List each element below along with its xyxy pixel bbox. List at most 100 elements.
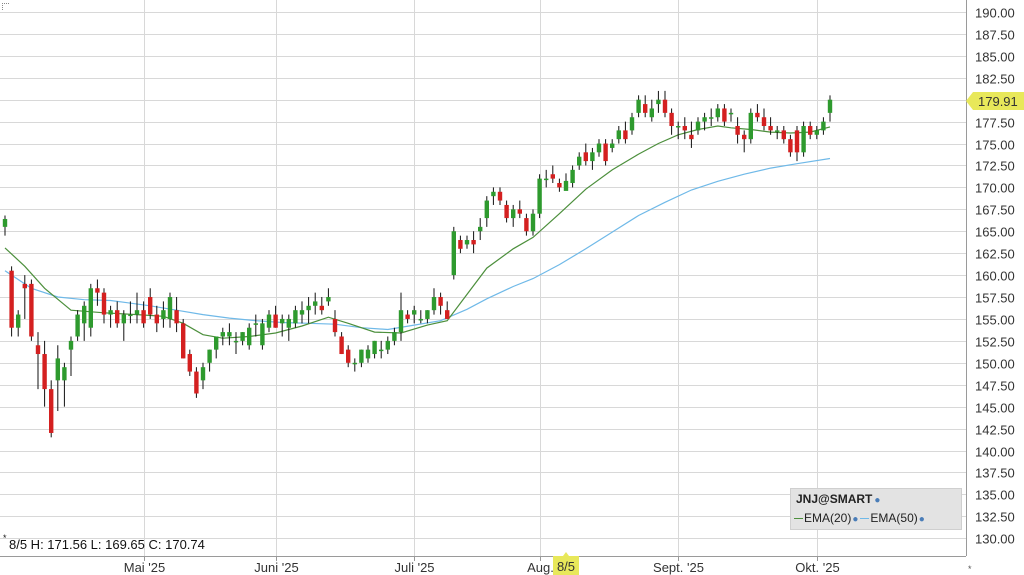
last-price-pointer (966, 92, 1024, 110)
candle-body (108, 310, 113, 315)
candle (610, 139, 615, 153)
candle (689, 121, 694, 148)
candle (827, 95, 833, 122)
y-tick-label: 140.00 (975, 445, 1015, 460)
y-tick-label: 155.00 (975, 313, 1015, 328)
y-tick-label: 142.50 (975, 423, 1015, 438)
candle-body (583, 152, 588, 162)
candle-body (95, 288, 100, 293)
candle (365, 345, 371, 363)
x-tick-label: Mai '25 (124, 560, 166, 575)
y-tick-label: 170.00 (975, 181, 1015, 196)
candle-body (82, 305, 87, 324)
candle (418, 310, 423, 324)
candle (2, 215, 8, 236)
candle (346, 345, 351, 368)
y-tick-label: 147.50 (975, 379, 1015, 394)
candle-body (154, 314, 159, 324)
last-price-marker[interactable]: 179.91 (966, 92, 1024, 110)
x-tick-label: Aug. (527, 560, 554, 575)
y-tick-label: 175.00 (975, 138, 1015, 153)
candle (438, 292, 443, 315)
date-highlight[interactable]: 8/5 (553, 552, 579, 575)
candle (194, 367, 199, 398)
candle (695, 117, 701, 135)
y-tick-label: 132.50 (975, 510, 1015, 525)
candle-body (418, 318, 423, 321)
date-highlight-label: 8/5 (557, 559, 575, 574)
legend-item-ema50[interactable]: EMA(50) (870, 511, 918, 525)
candle (464, 235, 470, 249)
candle (497, 187, 503, 205)
candle-body (194, 371, 199, 394)
candle-body (115, 310, 120, 324)
y-tick-label: 135.00 (975, 488, 1015, 503)
candle-body (161, 310, 166, 319)
candle (62, 362, 67, 407)
candle-body (326, 297, 331, 302)
candle (200, 362, 206, 390)
candle (134, 292, 140, 324)
candle-body (187, 354, 192, 372)
legend-title: JNJ@SMART ● (796, 492, 880, 506)
candle (398, 292, 404, 341)
candle (88, 283, 93, 337)
candle (385, 336, 390, 355)
candle (95, 279, 100, 306)
candle (16, 310, 21, 337)
candle-body (29, 283, 34, 337)
candle-body (649, 108, 654, 118)
candle-body (405, 314, 410, 319)
candle (359, 349, 364, 368)
ema50-swatch (860, 518, 870, 520)
candle-body (735, 126, 740, 135)
legend[interactable]: JNJ@SMART ● EMA(20)● EMA(50)● (790, 488, 962, 530)
candle-body (702, 117, 707, 122)
axis-end-star: * (968, 564, 972, 574)
candle (280, 314, 285, 337)
candle-body (451, 231, 456, 276)
candle-body (233, 340, 239, 343)
candle-body (75, 314, 80, 337)
candle (478, 218, 483, 241)
candle-body (794, 130, 800, 153)
candle-body (775, 130, 780, 132)
candle (709, 108, 714, 127)
candle-body (55, 358, 60, 381)
x-tick-label: Juni '25 (254, 560, 298, 575)
candle-body (623, 130, 628, 140)
candle (629, 112, 635, 135)
candle-body (768, 126, 773, 131)
candle (728, 108, 734, 122)
candle (748, 108, 753, 144)
y-tick-label: 160.00 (975, 269, 1015, 284)
candle (471, 231, 476, 254)
candle (603, 139, 608, 166)
candle-body (134, 310, 140, 315)
legend-item-ema20[interactable]: EMA(20) (804, 511, 852, 525)
ema20-dot-icon: ● (852, 514, 859, 525)
candle-body (438, 297, 443, 306)
candle (306, 297, 311, 324)
candle (702, 112, 707, 131)
candle-body (491, 191, 496, 197)
candle (643, 95, 648, 118)
candle-body (207, 349, 212, 363)
y-tick-label: 182.50 (975, 72, 1015, 87)
candle-body (781, 130, 786, 140)
candle (431, 288, 437, 315)
y-tick-label: 165.00 (975, 225, 1015, 240)
y-tick-label: 145.00 (975, 401, 1015, 416)
candle (42, 340, 47, 407)
candle (814, 126, 819, 140)
candle (570, 165, 575, 188)
candle (577, 152, 582, 170)
candle (636, 95, 641, 118)
candle (286, 314, 291, 341)
y-tick-label: 150.00 (975, 357, 1015, 372)
y-tick-label: 167.50 (975, 203, 1015, 218)
candle-body (181, 323, 186, 359)
candle-body (352, 362, 357, 365)
candle-body (629, 117, 635, 131)
candles (2, 90, 833, 438)
